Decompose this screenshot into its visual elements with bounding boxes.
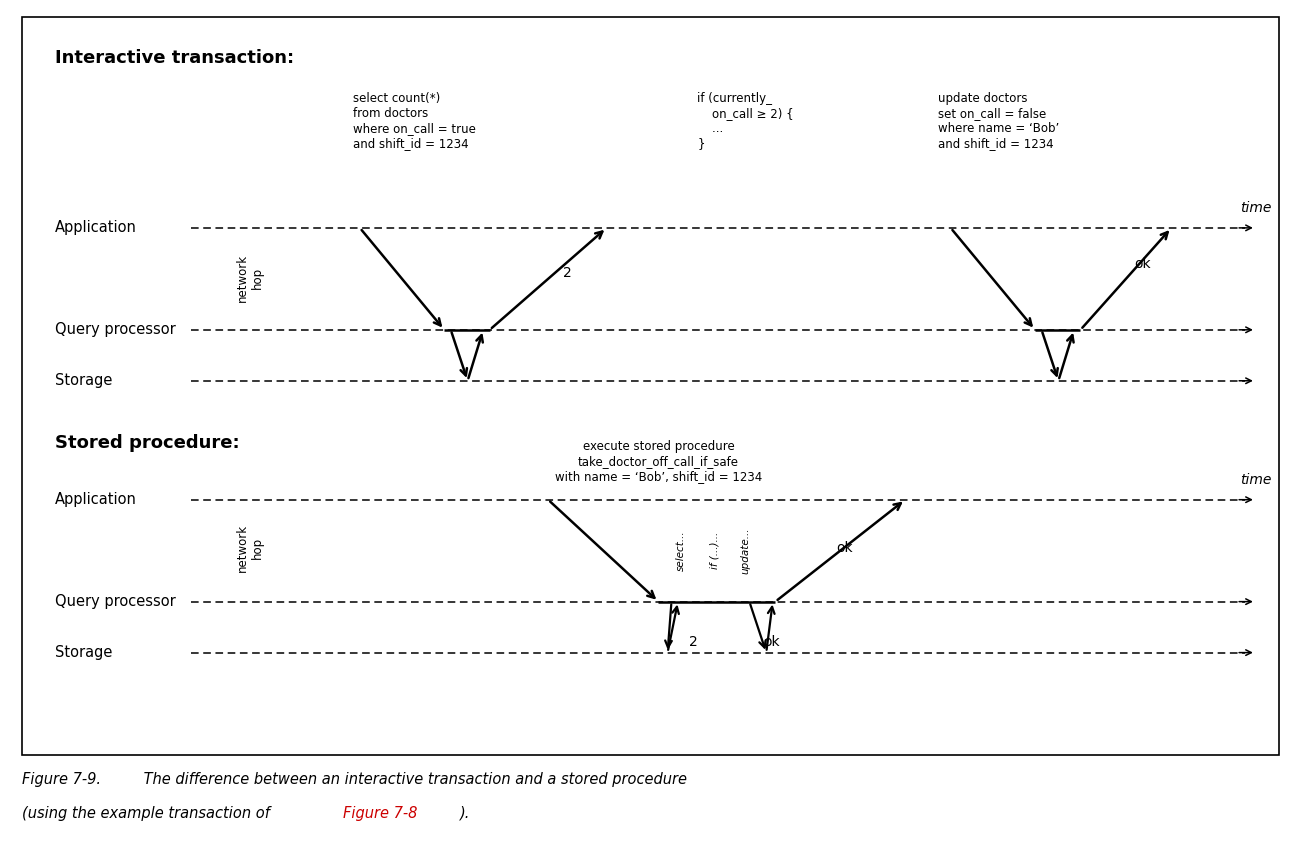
Text: time: time xyxy=(1240,201,1271,215)
Text: Application: Application xyxy=(55,492,137,507)
Text: ok: ok xyxy=(763,634,780,649)
Text: Query processor: Query processor xyxy=(55,594,176,609)
Text: if (...)...: if (...)... xyxy=(709,532,720,569)
Text: (using the example transaction of: (using the example transaction of xyxy=(22,805,275,821)
Text: Interactive transaction:: Interactive transaction: xyxy=(55,50,293,68)
Text: Figure 7-9.: Figure 7-9. xyxy=(22,771,102,787)
Text: if (currently_
    on_call ≥ 2) {
    ...
}: if (currently_ on_call ≥ 2) { ... } xyxy=(698,92,794,150)
Text: select count(*)
from doctors
where on_call = true
and shift_id = 1234: select count(*) from doctors where on_ca… xyxy=(353,92,476,150)
Text: 2: 2 xyxy=(690,634,698,649)
Text: time: time xyxy=(1240,473,1271,487)
Text: ok: ok xyxy=(836,541,853,555)
Text: network
hop: network hop xyxy=(236,524,263,572)
Text: Storage: Storage xyxy=(55,374,112,388)
Text: select...: select... xyxy=(675,530,686,571)
Text: execute stored procedure
take_doctor_off_call_if_safe
with name = ‘Bob’, shift_i: execute stored procedure take_doctor_off… xyxy=(556,440,762,483)
Text: network
hop: network hop xyxy=(236,254,263,302)
Text: ).: ). xyxy=(460,805,471,821)
Text: Figure 7-8: Figure 7-8 xyxy=(343,805,417,821)
Text: Query processor: Query processor xyxy=(55,322,176,338)
Text: update doctors
set on_call = false
where name = ‘Bob’
and shift_id = 1234: update doctors set on_call = false where… xyxy=(938,92,1059,150)
Text: Stored procedure:: Stored procedure: xyxy=(55,434,240,452)
FancyBboxPatch shape xyxy=(22,17,1279,754)
Text: 2: 2 xyxy=(563,266,572,280)
Text: Storage: Storage xyxy=(55,646,112,660)
Text: The difference between an interactive transaction and a stored procedure: The difference between an interactive tr… xyxy=(140,771,687,787)
Text: update...: update... xyxy=(741,528,751,574)
Text: ok: ok xyxy=(1134,257,1151,271)
Text: Application: Application xyxy=(55,221,137,235)
